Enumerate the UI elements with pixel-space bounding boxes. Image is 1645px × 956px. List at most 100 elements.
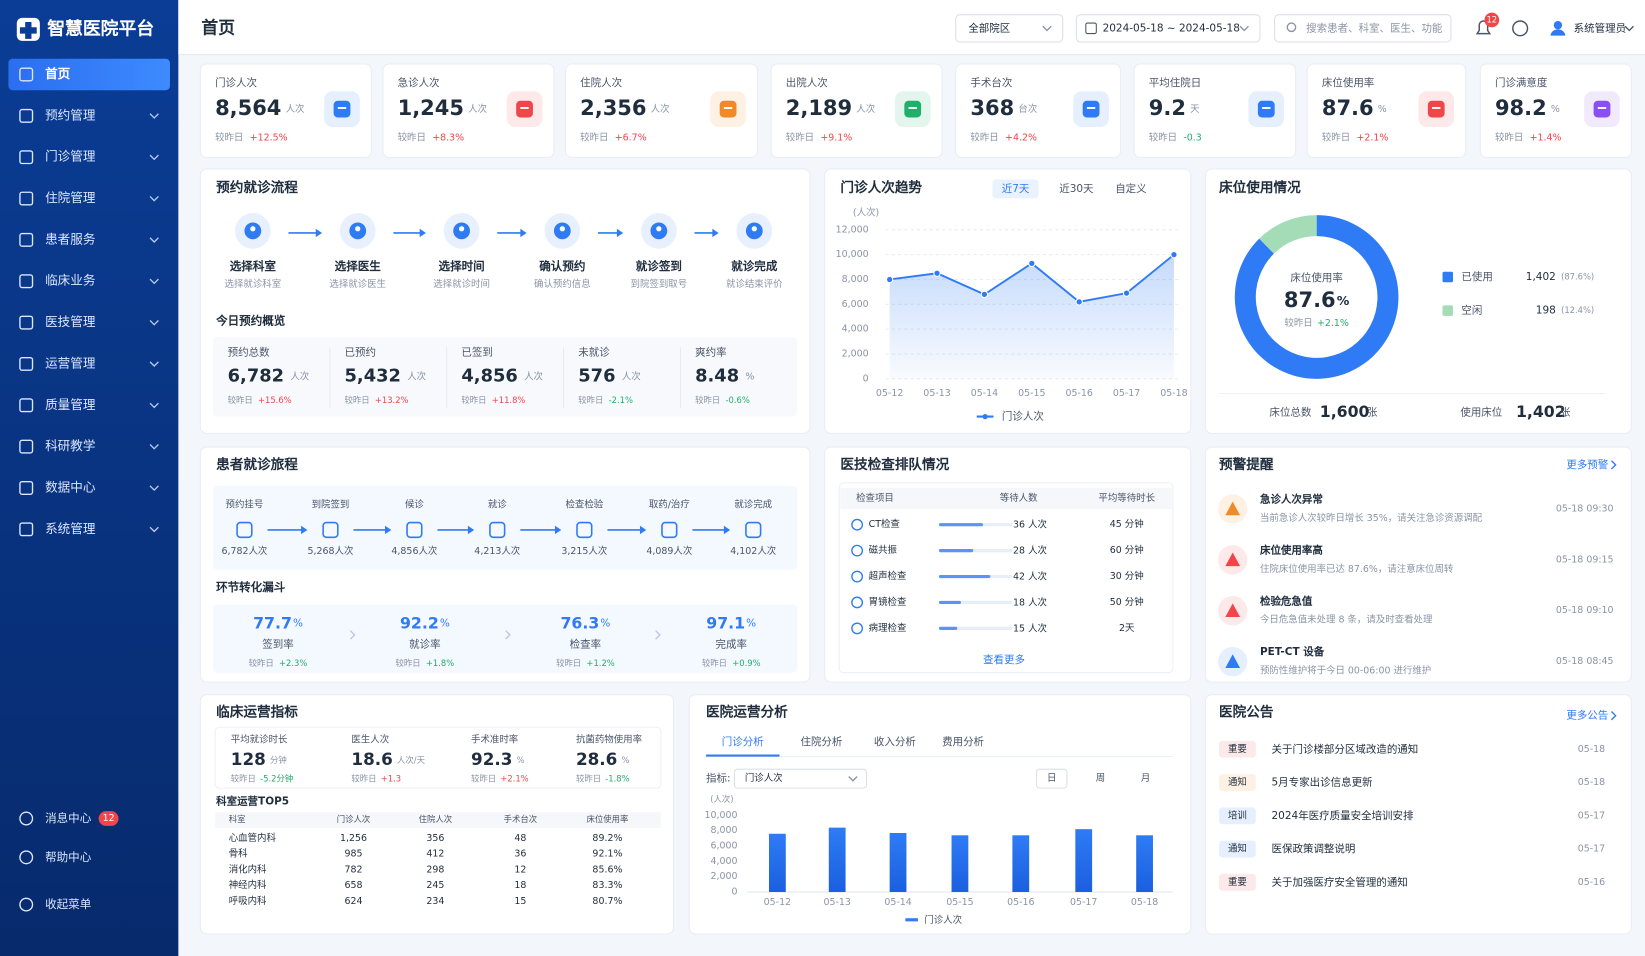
funnel-chevron	[655, 630, 661, 640]
kpi-icon	[516, 100, 533, 118]
sidebar-item[interactable]: 数据中心	[45, 479, 96, 494]
sidebar-footer-icon	[19, 850, 34, 865]
search-placeholder[interactable]: 搜索患者、科室、医生、功能	[1306, 21, 1443, 34]
ops-tab[interactable]: 住院分析	[800, 735, 842, 748]
legend-label: 空闲	[1461, 304, 1482, 317]
panel-title: 门诊人次趋势	[840, 179, 922, 196]
chart-tab[interactable]: 自定义	[1115, 182, 1147, 195]
bar	[1075, 829, 1093, 892]
sidebar-item[interactable]: 医技管理	[45, 314, 96, 329]
notice-title[interactable]: 5月专家出诊信息更新	[1272, 776, 1374, 789]
bell-icon[interactable]	[1475, 20, 1492, 35]
chart-tab-active[interactable]	[992, 179, 1039, 199]
funnel-value-part: 76.3	[560, 613, 599, 632]
notice-title[interactable]: 医保政策调整说明	[1272, 842, 1356, 855]
ops-tab[interactable]: 收入分析	[874, 735, 916, 748]
sidebar-item[interactable]: 住院管理	[45, 190, 96, 205]
sidebar-item[interactable]: 质量管理	[45, 397, 96, 412]
kpi-change-part: +9.1%	[820, 132, 852, 143]
kpi-value-part: 98.2	[1495, 96, 1547, 120]
period-button-text[interactable]: 周	[1096, 773, 1105, 784]
funnel-value-part: %	[746, 617, 756, 629]
more-link[interactable]: 查看更多	[983, 653, 1025, 666]
date-range-picker[interactable]	[1075, 14, 1261, 43]
notice-title[interactable]: 关于门诊楼部分区域改造的通知	[1272, 742, 1419, 755]
more-link[interactable]: 更多公告	[1566, 709, 1608, 722]
panel	[688, 694, 1192, 935]
sidebar-footer-item[interactable]: 帮助中心	[45, 850, 92, 864]
metric-change: 较昨日 -1.8%	[576, 773, 630, 783]
top-table-header	[215, 812, 661, 828]
sidebar-item[interactable]: 患者服务	[45, 231, 96, 246]
chart-tab[interactable]: 近30天	[1059, 182, 1094, 195]
alert-desc: 当前急诊人次较昨日增长 35%，请关注急诊资源调配	[1260, 512, 1483, 524]
sidebar-item[interactable]: 系统管理	[45, 521, 96, 536]
sidebar-item[interactable]: 科研教学	[45, 438, 95, 453]
flow-step-icon-mark	[559, 226, 565, 232]
help-icon[interactable]	[1512, 20, 1529, 37]
panel-title: 预警提醒	[1219, 456, 1274, 473]
queue-bar-track	[938, 626, 1013, 630]
notice-date: 05-17	[1578, 810, 1605, 821]
sidebar-icon	[19, 67, 34, 82]
ops-tab[interactable]: 费用分析	[942, 735, 984, 748]
kpi-change-part: 较昨日	[398, 131, 426, 143]
campus-select[interactable]	[955, 14, 1064, 43]
funnel-value-part: %	[293, 617, 303, 629]
x-tick-label: 05-14	[971, 388, 998, 399]
campus-select-text[interactable]: 全部院区	[968, 21, 1010, 34]
kpi-change-part: -0.3	[1183, 132, 1201, 143]
indicator-select[interactable]	[733, 768, 868, 789]
user-name[interactable]: 系统管理员	[1574, 21, 1626, 34]
donut-center-value-part: %	[1337, 293, 1350, 308]
chart-tab[interactable]: 近7天	[1002, 182, 1030, 195]
kpi-change: 较昨日 +2.1%	[1322, 131, 1389, 143]
period-button[interactable]	[1035, 768, 1068, 789]
journey-step-icon	[576, 521, 593, 539]
sidebar-chevron	[149, 361, 159, 367]
sidebar-item[interactable]: 预约管理	[45, 107, 96, 122]
sidebar-footer-item[interactable]: 消息中心	[45, 811, 92, 825]
metric-change: 较昨日 +1.3	[351, 773, 401, 783]
period-button-text[interactable]: 日	[1047, 773, 1056, 784]
period-button-text[interactable]: 月	[1141, 773, 1150, 784]
sidebar-item[interactable]: 运营管理	[45, 355, 96, 370]
overview-value: 576 人次	[578, 366, 641, 387]
queue-waiting-part: 18	[1013, 597, 1025, 608]
funnel-value-part: %	[440, 617, 450, 629]
pie-share-label: (12.4%)	[1561, 305, 1594, 315]
sidebar-item[interactable]: 临床业务	[45, 273, 96, 288]
metric-change-part: 较昨日	[231, 773, 256, 783]
overview-change-part: 较昨日	[345, 394, 370, 404]
indicator-select-text[interactable]: 门诊人次	[745, 772, 783, 784]
queue-waiting-part: 28	[1013, 545, 1025, 556]
flow-step-icon-mark	[250, 226, 256, 232]
sidebar-icon	[19, 232, 34, 247]
metric-value-part: 28.6	[576, 749, 617, 769]
table-cell: 782	[345, 864, 363, 875]
notice-title[interactable]: 关于加强医疗安全管理的通知	[1272, 875, 1408, 888]
funnel-change-part: +0.9%	[732, 658, 760, 668]
journey-step-count: 5,268人次	[308, 544, 354, 556]
journey-step-icon	[489, 521, 506, 539]
kpi-value-part: 台次	[1018, 103, 1037, 115]
journey-step-label: 预约挂号	[226, 498, 264, 510]
funnel-chevron	[349, 630, 356, 640]
overview-change-part: -0.6%	[726, 394, 750, 404]
kpi-change-part: 较昨日	[786, 131, 814, 143]
funnel-label: 签到率	[262, 637, 293, 650]
notice-title[interactable]: 2024年医疗质量安全培训安排	[1272, 809, 1415, 822]
date-range-text[interactable]: 2024-05-18 ~ 2024-05-18	[1103, 22, 1240, 34]
more-link[interactable]: 更多预警	[1566, 458, 1608, 471]
sidebar-item[interactable]: 门诊管理	[45, 149, 96, 164]
sidebar-footer-item[interactable]: 收起菜单	[45, 897, 91, 911]
search-input[interactable]	[1274, 14, 1452, 43]
journey-step-count: 3,215人次	[561, 544, 607, 556]
more-chevron	[1610, 460, 1617, 470]
funnel-value: 92.2%	[400, 613, 450, 632]
ops-tab[interactable]: 门诊分析	[722, 735, 764, 748]
alert-icon	[1225, 654, 1241, 668]
y-tick-label: 10,000	[704, 810, 737, 821]
alert-desc: 预防性维护将于今日 00-06:00 进行维护	[1260, 665, 1431, 677]
sidebar-item[interactable]: 首页	[45, 66, 71, 81]
